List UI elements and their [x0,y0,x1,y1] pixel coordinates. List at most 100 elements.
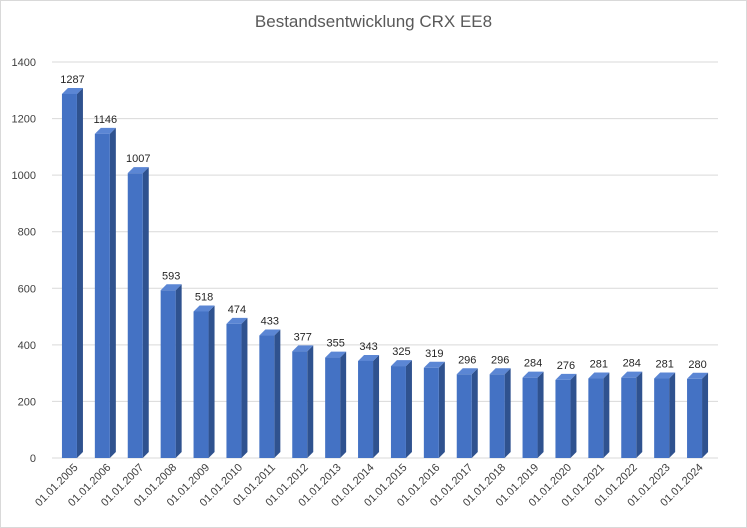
data-label: 284 [623,358,641,370]
bar-top [292,345,314,352]
bar-front [423,367,439,458]
y-tick-label: 1000 [12,170,36,182]
data-label: 281 [655,359,673,371]
y-tick-label: 800 [18,227,36,239]
bar-front [588,378,604,458]
bar-top [61,87,83,94]
bar-front [193,311,209,458]
bar-side [636,371,643,458]
data-labels: 1287 1146 1007 593 518 474 433 377 355 343 325 319 2… [60,74,707,372]
bar-side [241,317,248,458]
bar-top [456,368,478,375]
bar [621,371,643,458]
bar [390,360,412,458]
data-label: 377 [294,331,312,343]
bar-side [142,167,149,459]
data-label: 343 [359,341,377,353]
bar [456,368,478,458]
bar-top [193,305,215,312]
bar-front [390,366,406,458]
bar [226,317,248,458]
bar [522,371,544,458]
y-tick-label: 400 [18,340,36,352]
data-label: 325 [392,346,410,358]
data-label: 593 [162,270,180,282]
bar-front [127,173,143,459]
bar-front [325,357,341,458]
bar-side [537,371,544,458]
bar-side [471,368,478,458]
bar-top [489,368,511,375]
bar-top [160,284,182,291]
data-label: 1287 [60,74,84,86]
bar-top [259,329,281,336]
bar-top [555,373,577,380]
bar [160,284,182,458]
bar-front [292,351,308,458]
bar-top [621,371,643,378]
bar-side [175,284,182,458]
bar-top [687,372,709,379]
bar-front [94,133,110,459]
bar [588,372,610,458]
bar-front [489,374,505,458]
data-label: 355 [326,338,344,350]
data-label: 474 [228,304,246,316]
bar-top [127,167,149,174]
bar [423,361,445,458]
bar-side [405,360,412,458]
bars [61,87,709,459]
bar-top [358,354,380,361]
bar [555,373,577,458]
bar-front [456,374,472,458]
bar-front [522,377,538,458]
bar-top [522,371,544,378]
bar [292,345,314,458]
x-axis-tick-labels: 01.01.200501.01.200601.01.200701.01.2008… [33,462,706,509]
grid-lines [52,61,718,459]
bar-side [76,87,83,458]
data-label: 276 [557,360,575,372]
bar-side [109,127,116,459]
bar-side [208,305,215,458]
data-label: 1146 [94,114,118,126]
bar-front [687,378,703,458]
bar [127,167,149,459]
bar-front [160,290,176,458]
chart-title: Bestandsentwicklung CRX EE8 [254,12,493,31]
bar [358,354,380,458]
bar-side [504,368,511,458]
bar-front [259,335,275,458]
y-tick-label: 200 [18,396,36,408]
bar-side [438,361,445,458]
bar [687,372,709,458]
bar [259,329,281,458]
y-tick-label: 1200 [12,114,36,126]
y-tick-label: 0 [30,453,36,465]
bar-top [94,127,116,134]
bar-top [654,372,676,379]
bar-top [390,360,412,367]
data-label: 433 [261,316,279,328]
data-label: 1007 [126,153,150,165]
bar [489,368,511,458]
bar-front [621,377,637,458]
bar-side [307,345,314,458]
bar-side [373,354,380,458]
bar-front [226,323,242,458]
data-label: 296 [458,354,476,366]
data-label: 296 [491,354,509,366]
bar-side [274,329,281,458]
bar [61,87,83,458]
bar-front [61,93,77,458]
bar-top [325,351,347,358]
data-label: 518 [195,291,213,303]
bar-side [702,372,709,458]
bar-front [358,360,374,458]
bar-side [570,373,577,458]
bar [193,305,215,458]
bar [94,127,116,459]
bar-top [226,317,248,324]
y-axis-tick-labels: 0 200 400 600 800 1000 1200 1400 [12,57,36,465]
